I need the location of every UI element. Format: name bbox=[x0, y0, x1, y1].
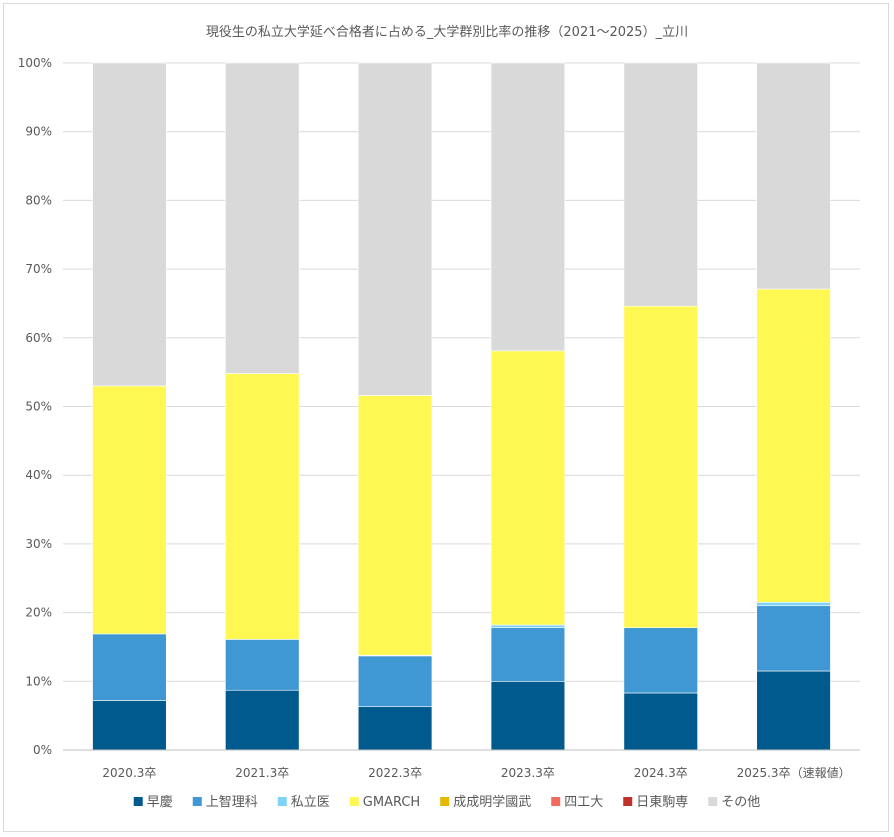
bar-segment bbox=[225, 373, 300, 640]
bar-segment bbox=[756, 605, 831, 672]
y-tick-label: 60% bbox=[25, 331, 52, 345]
bar-segment bbox=[490, 680, 566, 751]
legend-label: GMARCH bbox=[363, 795, 420, 810]
x-category-label: 2022.3卒 bbox=[368, 766, 422, 780]
legend-item: 四工大 bbox=[551, 795, 603, 810]
legend-label: 私立医 bbox=[291, 795, 330, 810]
bar-segment bbox=[623, 692, 698, 751]
y-tick-label: 0% bbox=[33, 743, 52, 757]
bar-segment bbox=[623, 627, 698, 694]
y-axis: 0% 10% 20% 30% 40% 50% 60% 70% 80% 90% 100% bbox=[18, 56, 52, 757]
bar-segment bbox=[92, 700, 167, 751]
legend-swatch bbox=[349, 797, 359, 806]
bar-segment bbox=[225, 689, 300, 751]
legend-item: 日東駒専 bbox=[623, 794, 688, 810]
bar-segment bbox=[357, 706, 433, 751]
legend: 早慶 上智理科 私立医 GMARCH 成成明学國武 四工大 日東駒専 その他 bbox=[133, 794, 760, 810]
bar-segment bbox=[92, 62, 167, 387]
y-tick-label: 30% bbox=[25, 537, 52, 551]
chart-title: 現役生の私立大学延べ合格者に占める_大学群別比率の推移（2021～2025）_立… bbox=[206, 24, 688, 40]
legend-item: 成成明学國武 bbox=[440, 794, 531, 810]
y-tick-label: 50% bbox=[25, 400, 52, 414]
legend-item: 早慶 bbox=[133, 795, 173, 810]
bar-segment bbox=[623, 305, 698, 629]
y-tick-label: 80% bbox=[25, 193, 52, 207]
x-category-label: 2025.3卒（速報値） bbox=[737, 765, 851, 780]
y-tick-label: 20% bbox=[25, 606, 52, 620]
legend-swatch bbox=[192, 797, 202, 806]
bar-segment bbox=[92, 385, 167, 635]
legend-item: 私立医 bbox=[277, 795, 330, 810]
y-tick-label: 10% bbox=[25, 674, 52, 688]
legend-label: 日東駒専 bbox=[636, 794, 688, 810]
x-axis: 2020.3卒 2021.3卒 2022.3卒 2023.3卒 2024.3卒 2025.… bbox=[63, 749, 860, 780]
legend-swatch bbox=[708, 797, 718, 806]
legend-label: その他 bbox=[721, 795, 760, 810]
legend-swatch bbox=[551, 797, 561, 806]
bars bbox=[92, 62, 831, 751]
legend-label: 四工大 bbox=[564, 795, 603, 810]
bar-segment bbox=[756, 288, 831, 603]
bar-segment bbox=[623, 62, 698, 307]
legend-label: 上智理科 bbox=[206, 795, 258, 810]
bar-segment bbox=[357, 655, 433, 708]
legend-swatch bbox=[277, 797, 287, 806]
bar-segment bbox=[225, 639, 300, 691]
legend-swatch bbox=[440, 797, 450, 806]
legend-item: 上智理科 bbox=[192, 795, 258, 810]
y-tick-label: 70% bbox=[25, 262, 52, 276]
bar-segment bbox=[357, 395, 433, 656]
bar-segment bbox=[490, 62, 566, 352]
bar-segment bbox=[490, 350, 566, 626]
x-category-label: 2020.3卒 bbox=[102, 766, 156, 780]
bar-segment bbox=[490, 627, 566, 682]
bar-segment bbox=[357, 62, 433, 396]
legend-label: 早慶 bbox=[147, 795, 173, 810]
legend-swatch bbox=[133, 797, 143, 806]
x-category-label: 2024.3卒 bbox=[634, 766, 688, 780]
y-tick-label: 100% bbox=[18, 56, 52, 70]
bar-segment bbox=[756, 670, 831, 751]
bar-segment bbox=[756, 62, 831, 290]
bar-segment bbox=[92, 633, 167, 701]
legend-item: GMARCH bbox=[349, 795, 420, 810]
x-category-label: 2021.3卒 bbox=[235, 766, 289, 780]
legend-label: 成成明学國武 bbox=[453, 794, 531, 810]
gridlines bbox=[63, 62, 860, 751]
x-category-label: 2023.3卒 bbox=[501, 766, 555, 780]
legend-swatch bbox=[623, 797, 633, 806]
y-tick-label: 90% bbox=[25, 125, 52, 139]
legend-item: その他 bbox=[708, 795, 760, 810]
bar-segment bbox=[756, 601, 831, 607]
y-tick-label: 40% bbox=[25, 468, 52, 482]
bar-segment bbox=[225, 62, 300, 374]
bar-segment bbox=[490, 624, 566, 629]
